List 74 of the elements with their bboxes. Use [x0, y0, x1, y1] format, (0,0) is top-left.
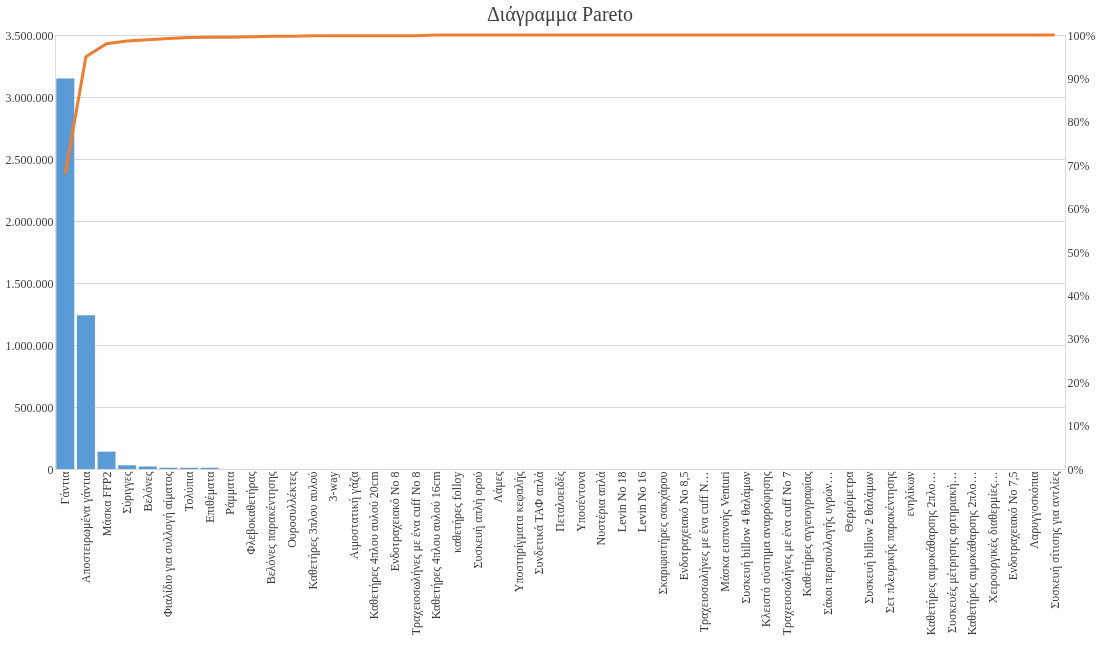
x-tick-label: καθετήρες folloy — [449, 471, 464, 554]
x-tick-label: Νυστέρια απλά — [594, 470, 609, 546]
y2-tick-label: 40% — [1067, 288, 1090, 303]
x-tick-label: Σκαριφιστήρες σακχάρου — [656, 471, 671, 595]
x-tick-label: Συνδετικά ΤΑΦ απλά — [532, 470, 547, 575]
x-tick-label: Καθετήρες 3πλου αυλού — [305, 471, 320, 590]
y2-tick-label: 20% — [1067, 375, 1090, 390]
bar — [118, 465, 137, 469]
bar — [76, 315, 95, 469]
y2-tick-label: 10% — [1067, 419, 1090, 434]
x-tick-label: Θερμόμετρα — [841, 470, 856, 533]
x-tick-label: Ράμματα — [223, 470, 238, 515]
y2-tick-label: 100% — [1067, 28, 1096, 43]
x-tick-label: Χειρουργικές διαθερμίες… — [985, 471, 1000, 604]
x-tick-label: Βελόνες παρακέντησης — [264, 471, 279, 585]
x-tick-label: ενηλίκων — [903, 470, 918, 517]
x-tick-label: Συσκευή σίτισης για αντλίες — [1047, 471, 1062, 609]
x-tick-label: Σύριγγες — [120, 471, 135, 514]
bar — [97, 451, 116, 469]
y2-tick-label: 70% — [1067, 158, 1090, 173]
y-tick-label: 0 — [47, 462, 54, 477]
x-tick-label: Βελόνες — [140, 471, 155, 512]
x-tick-label: Αιμοστατική γάζα — [346, 470, 361, 560]
y-tick-label: 500.000 — [14, 400, 54, 415]
y-tick-label: 1.500.000 — [5, 276, 54, 291]
x-tick-label: Συσκευές μέτρησης αρτηριακή… — [944, 471, 959, 633]
chart-title: Διάγραμμα Pareto — [486, 3, 634, 26]
x-tick-label: Σετ πλευρικής παρακέντησης — [882, 471, 897, 614]
x-tick-label: Ενδοτραχειακό No 8 — [388, 471, 403, 572]
x-tick-label: Λάμες — [491, 471, 506, 503]
y2-tick-label: 90% — [1067, 71, 1090, 86]
x-tick-label: Καθετήρες 4πλου αυλού 20cm — [367, 470, 382, 620]
line-series — [63, 33, 1057, 176]
x-tick-label: Γάντια — [58, 470, 73, 505]
x-tick-label: Καθετήρες αγγειογραφίας — [800, 471, 815, 597]
y2-tick-label: 50% — [1067, 245, 1090, 260]
x-tick-label: Κλειστό σύστημα αναρρόφησης — [759, 471, 774, 627]
x-tick-label: Levin No 18 — [614, 471, 629, 533]
x-tick-label: Ενδοτραχειακό No 8,5 — [676, 471, 691, 581]
x-tick-label: Πεταλοειδές — [553, 471, 567, 532]
y2-tick-label: 30% — [1067, 332, 1090, 347]
x-tick-label: Levin No 16 — [635, 471, 650, 533]
bar — [56, 78, 75, 469]
x-tick-label: Μάσκα εισπνοής Venturi — [717, 470, 732, 592]
x-tick-label: Καθετήρες αιμοκάθαρσης 2πλο… — [924, 471, 939, 636]
x-tick-label: Σάκοι περισυλλογής υγρών… — [820, 471, 835, 616]
x-tick-label: Λαρυγγοσκόπια — [1027, 470, 1042, 549]
x-tick-label: 3-way — [326, 471, 341, 502]
y2-tick-label: 80% — [1067, 115, 1090, 130]
y-tick-label: 3.000.000 — [5, 90, 54, 105]
y-tick-label: 3.500.000 — [5, 28, 54, 43]
x-tick-label: Υποστηρίγματα κεφαλής — [511, 471, 526, 593]
y-tick-label: 1.000.000 — [5, 338, 54, 353]
x-tick-label: Τραχειοσωλήνες με ένα cuff No 7 — [779, 471, 794, 636]
x-tick-label: Συσκευή billow 2 θαλάμων — [862, 470, 877, 604]
x-tick-label: Καθετήρες 4πλου αυλού 16cm — [429, 470, 444, 620]
x-tick-label: Ενδοτραχειακό No 7,5 — [1006, 471, 1021, 581]
x-tick-label: Τραχειοσωλήνες με ένα cuff N… — [697, 471, 712, 633]
x-tick-label: Καθετήρες αιμοκάθαρσης 2πλο… — [965, 471, 980, 636]
x-tick-label: Μάσκα FFP2 — [99, 471, 114, 537]
x-tick-label: Επιθέματα — [202, 470, 217, 523]
x-tick-label: Φιαλίδιο για συλλογή αίματος — [161, 471, 176, 617]
x-tick-label: Ουροσυλλέκτες — [285, 471, 300, 548]
x-tick-label: Συσκευή απλή ορού — [470, 471, 485, 569]
x-tick-label: Υποσέντονα — [573, 470, 588, 532]
x-tick-label: Φλεβοκαθετήρας — [243, 471, 258, 555]
y2-tick-label: 60% — [1067, 202, 1090, 217]
y-tick-label: 2.000.000 — [5, 214, 54, 229]
y-tick-label: 2.500.000 — [5, 152, 54, 167]
x-tick-label: Συσκευή billow 4 θαλάμων — [738, 470, 753, 604]
x-tick-label: Τολύπια — [181, 470, 196, 512]
x-tick-label: Αποστειρωμένα γάντια — [78, 470, 93, 584]
y2-tick-label: 0% — [1067, 462, 1084, 477]
x-tick-label: Τραχειοσωλήνες με ένα cuff No 8 — [408, 471, 423, 636]
